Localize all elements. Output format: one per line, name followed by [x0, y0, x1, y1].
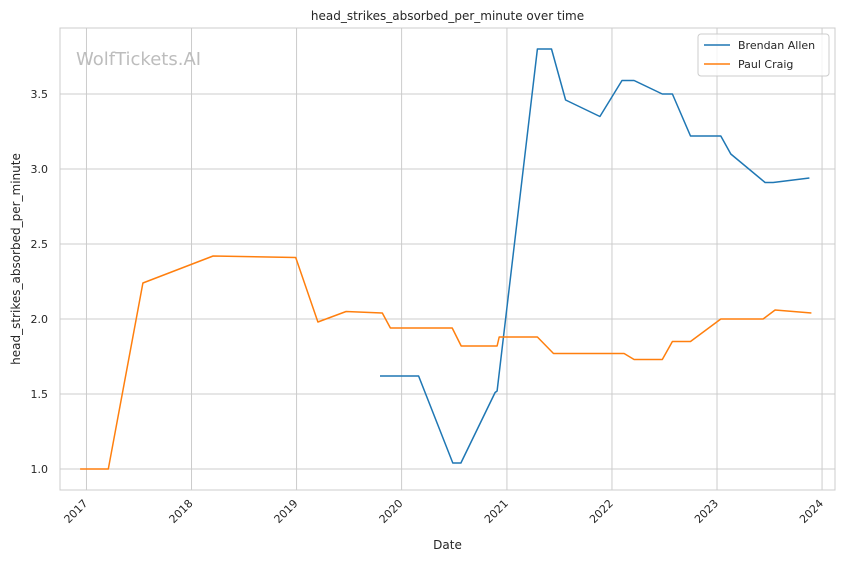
- y-axis-label: head_strikes_absorbed_per_minute: [9, 153, 23, 365]
- series-line-brendan-allen: [380, 48, 810, 464]
- series-layer: [80, 48, 812, 470]
- y-tick-label: 3.0: [31, 163, 49, 176]
- series-line-paul-craig: [80, 255, 812, 470]
- legend-box: [697, 33, 830, 77]
- legend: Brendan Allen Paul Craig: [697, 33, 830, 77]
- y-tick-label: 3.5: [31, 88, 49, 101]
- y-tick-label: 2.0: [31, 313, 49, 326]
- legend-label-paul-craig: Paul Craig: [738, 58, 793, 71]
- y-tick-label: 1.5: [31, 388, 49, 401]
- y-tick-label: 1.0: [31, 463, 49, 476]
- y-axis: 1.0 1.5 2.0 2.5 3.0 3.5: [31, 88, 49, 476]
- plot-frame: [59, 27, 836, 491]
- watermark-text: WolfTickets.AI: [76, 49, 201, 70]
- chart-title: head_strikes_absorbed_per_minute over ti…: [311, 9, 584, 23]
- y-tick-label: 2.5: [31, 238, 49, 251]
- legend-label-brendan-allen: Brendan Allen: [738, 39, 815, 52]
- x-axis-label: Date: [433, 538, 462, 552]
